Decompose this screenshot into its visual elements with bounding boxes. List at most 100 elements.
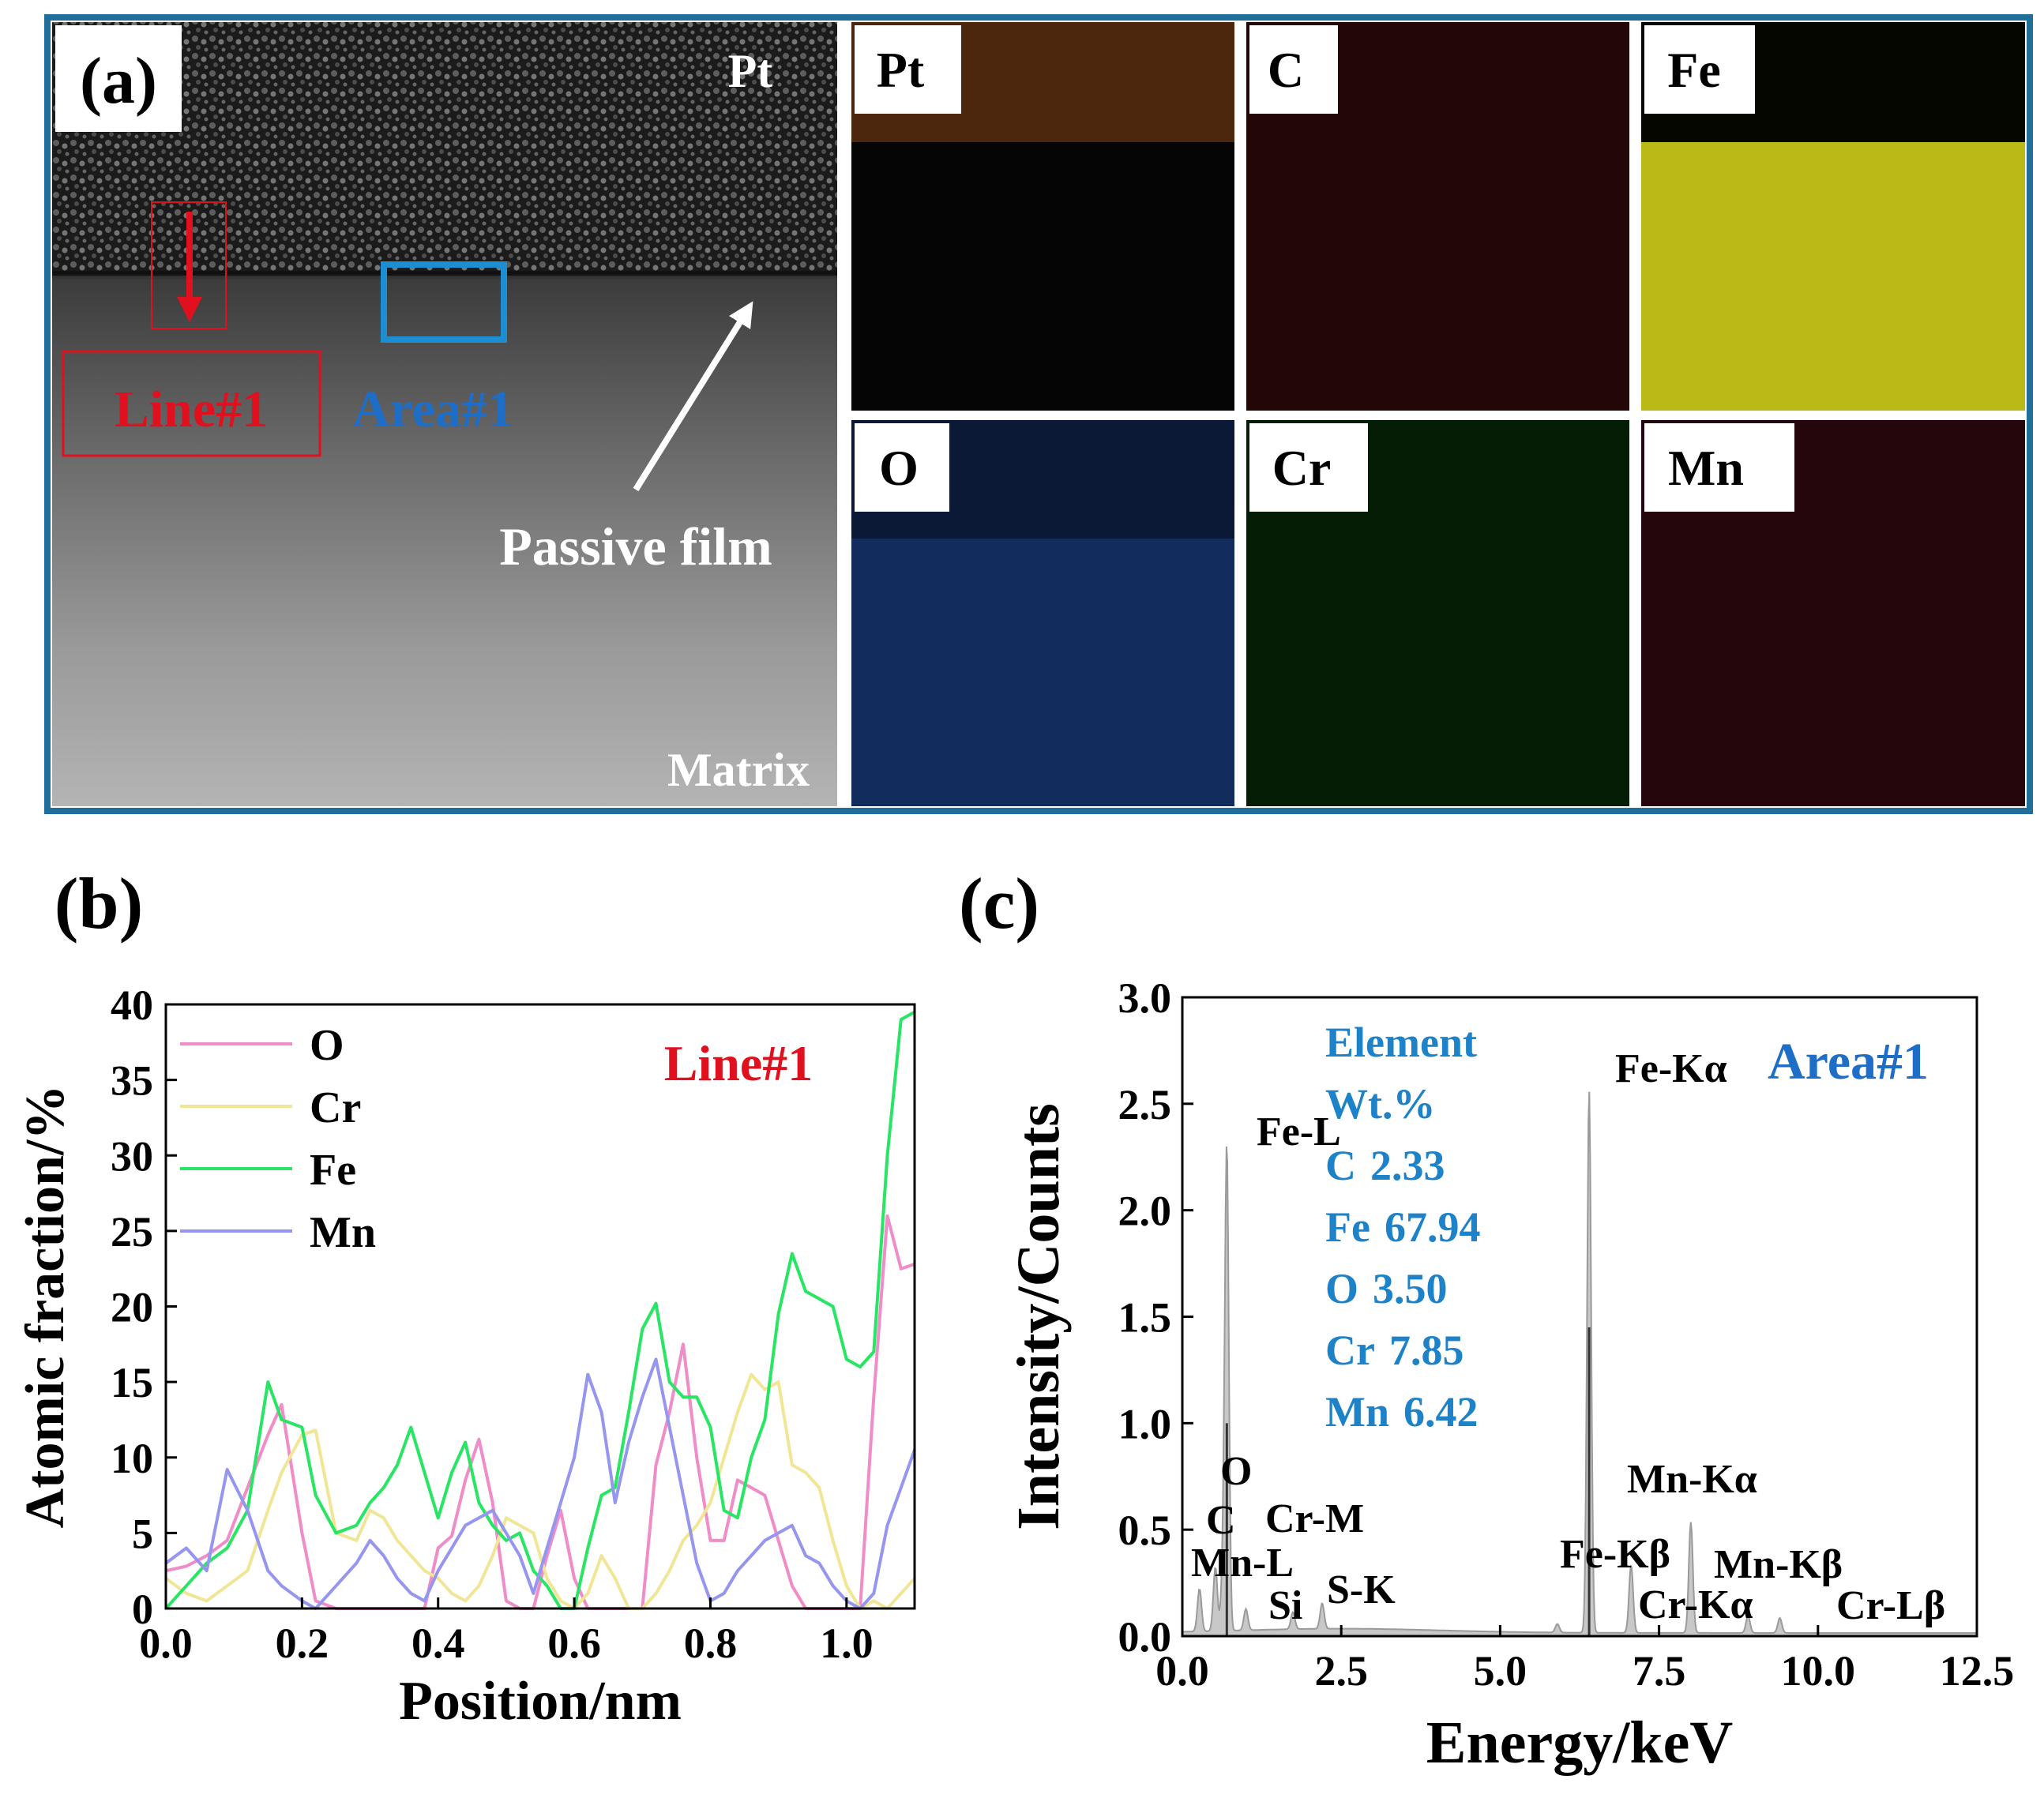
composition-wt: 67.94 bbox=[1385, 1203, 1481, 1251]
plot-frame bbox=[164, 1003, 916, 1610]
x-tick-label: 0.4 bbox=[411, 1620, 465, 1667]
peak-label: Cr-M bbox=[1265, 1496, 1364, 1541]
legend-label-o: O bbox=[310, 1021, 344, 1070]
panel-a-label-box bbox=[55, 25, 182, 132]
composition-header-wt: Wt.% bbox=[1325, 1080, 1435, 1128]
y-tick-label: 2.0 bbox=[1118, 1188, 1172, 1235]
map-o-label-box bbox=[855, 423, 949, 512]
x-axis-label: Energy/keV bbox=[1426, 1710, 1734, 1776]
series-line-mn bbox=[164, 1357, 916, 1610]
map-c: C bbox=[1246, 22, 1629, 411]
composition-row-c: C 2.33 bbox=[1325, 1142, 1445, 1189]
peak-label: Mn-L bbox=[1191, 1541, 1294, 1586]
composition-wt: 2.33 bbox=[1370, 1142, 1445, 1189]
y-tick-label: 0.0 bbox=[1118, 1613, 1172, 1661]
line-label-box bbox=[62, 350, 321, 457]
composition-wt: 3.50 bbox=[1373, 1265, 1448, 1312]
series-line-fe bbox=[164, 1010, 915, 1610]
panel-b-label: (b) bbox=[54, 863, 143, 944]
x-tick-label: 0.6 bbox=[547, 1620, 601, 1667]
y-axis-label: Intensity/Counts bbox=[1005, 1103, 1072, 1530]
peak-label: O bbox=[1220, 1449, 1252, 1494]
composition-row-mn: Mn 6.42 bbox=[1325, 1388, 1479, 1436]
line-annotation: Line#1 bbox=[664, 1035, 813, 1091]
composition-row-cr: Cr 7.85 bbox=[1325, 1327, 1463, 1374]
x-tick-label: 1.0 bbox=[820, 1620, 874, 1667]
pt-layer-shade bbox=[52, 22, 837, 273]
map-mn-label-box bbox=[1644, 423, 1794, 512]
x-tick-label: 12.5 bbox=[1940, 1647, 2015, 1695]
peak-label: Cr-Kα bbox=[1638, 1582, 1753, 1627]
tem-image: (a) Pt Matrix Line#1 Area#1 Passive film bbox=[52, 22, 837, 806]
map-pt-label-box bbox=[855, 25, 961, 114]
panel-a: (a) Pt Matrix Line#1 Area#1 Passive film… bbox=[44, 14, 2033, 814]
peak-label: Mn-Kβ bbox=[1714, 1542, 1843, 1587]
composition-wt: 6.42 bbox=[1403, 1388, 1479, 1436]
composition-element: O bbox=[1325, 1265, 1358, 1312]
peak-label: Cr-Lβ bbox=[1836, 1583, 1945, 1628]
map-mn: Mn bbox=[1641, 420, 2025, 806]
y-tick-label: 0.5 bbox=[1118, 1507, 1172, 1554]
map-fe-signal bbox=[1641, 142, 2025, 411]
map-cr: Cr bbox=[1246, 420, 1629, 806]
map-c-label: C bbox=[1268, 42, 1304, 98]
map-fe-label: Fe bbox=[1667, 42, 1721, 98]
y-tick-label: 25 bbox=[111, 1208, 153, 1256]
composition-row-fe: Fe 67.94 bbox=[1325, 1203, 1480, 1251]
y-tick-label: 10 bbox=[111, 1435, 153, 1482]
map-o-label: O bbox=[879, 440, 919, 496]
series-line-cr bbox=[164, 1372, 916, 1610]
x-tick-label: 7.5 bbox=[1633, 1647, 1686, 1695]
y-tick-label: 2.5 bbox=[1118, 1081, 1172, 1128]
composition-element: Fe bbox=[1325, 1203, 1370, 1251]
map-fe: Fe bbox=[1641, 22, 2025, 411]
passive-film-label: Passive film bbox=[499, 516, 772, 576]
y-tick-label: 40 bbox=[111, 982, 153, 1029]
map-o-signal bbox=[851, 539, 1234, 806]
eds-maps: Pt C Fe O bbox=[851, 22, 2025, 806]
map-mn-label: Mn bbox=[1668, 440, 1744, 496]
y-tick-label: 5 bbox=[132, 1510, 153, 1557]
y-tick-label: 30 bbox=[111, 1132, 153, 1180]
x-tick-label: 0.8 bbox=[684, 1620, 738, 1667]
peak-label: Fe-Kα bbox=[1615, 1046, 1727, 1091]
pt-label: Pt bbox=[728, 45, 773, 97]
area-label: Area#1 bbox=[352, 381, 513, 438]
panel-b: (b) 0 5 10 15 20 25 30 35 40 0.0 0.2 0.4 0.6 0.8 1.0 Po… bbox=[15, 863, 916, 1732]
x-tick-label: 10.0 bbox=[1781, 1647, 1856, 1695]
line-chart: 0 5 10 15 20 25 30 35 40 0.0 0.2 0.4 0.6 0.8 1.0 Positi… bbox=[15, 982, 916, 1732]
peak-label: Fe-L bbox=[1257, 1109, 1341, 1154]
peak-label: Mn-Kα bbox=[1627, 1457, 1757, 1502]
y-axis-label: Atomic fraction/% bbox=[15, 1085, 76, 1529]
composition-header-element: Element bbox=[1325, 1019, 1477, 1066]
composition-element: Cr bbox=[1325, 1327, 1375, 1374]
area-box bbox=[381, 261, 507, 343]
legend-label-fe: Fe bbox=[310, 1146, 356, 1195]
y-tick-label: 1.0 bbox=[1118, 1400, 1172, 1447]
map-c-label-box bbox=[1249, 25, 1338, 114]
legend-label-cr: Cr bbox=[310, 1083, 361, 1132]
y-tick-label: 20 bbox=[111, 1284, 153, 1331]
peak-label: S-K bbox=[1327, 1567, 1396, 1612]
y-tick-label: 15 bbox=[111, 1359, 153, 1406]
map-o: O bbox=[851, 420, 1234, 806]
spectrum-area bbox=[1182, 1091, 1978, 1637]
eds-spectrum-chart: 0.0 0.5 1.0 1.5 2.0 2.5 3.0 0.0 2.5 5.0 7.5 10.0 12.… bbox=[1005, 974, 2014, 1776]
map-pt: Pt bbox=[851, 22, 1234, 411]
line-scan-box bbox=[151, 201, 227, 329]
y-tick-label: 0 bbox=[132, 1586, 153, 1633]
y-tick-label: 3.0 bbox=[1118, 974, 1172, 1022]
area-annotation: Area#1 bbox=[1768, 1033, 1929, 1090]
panel-c-label: (c) bbox=[959, 863, 1039, 944]
composition-element: Mn bbox=[1325, 1388, 1389, 1436]
pt-layer bbox=[52, 22, 837, 273]
map-cr-label-box bbox=[1249, 423, 1368, 512]
panel-c: (c) 0.0 0.5 1.0 1.5 2.0 2.5 3.0 0.0 2.5 5.0 7.5 10.… bbox=[959, 863, 2014, 1776]
x-axis-label: Position/nm bbox=[399, 1671, 682, 1732]
peak-label: Fe-Kβ bbox=[1560, 1532, 1670, 1577]
panel-a-label: (a) bbox=[80, 44, 157, 118]
composition-element: C bbox=[1325, 1142, 1356, 1189]
map-cr-label: Cr bbox=[1272, 440, 1332, 496]
x-tick-label: 0.0 bbox=[1155, 1647, 1209, 1695]
